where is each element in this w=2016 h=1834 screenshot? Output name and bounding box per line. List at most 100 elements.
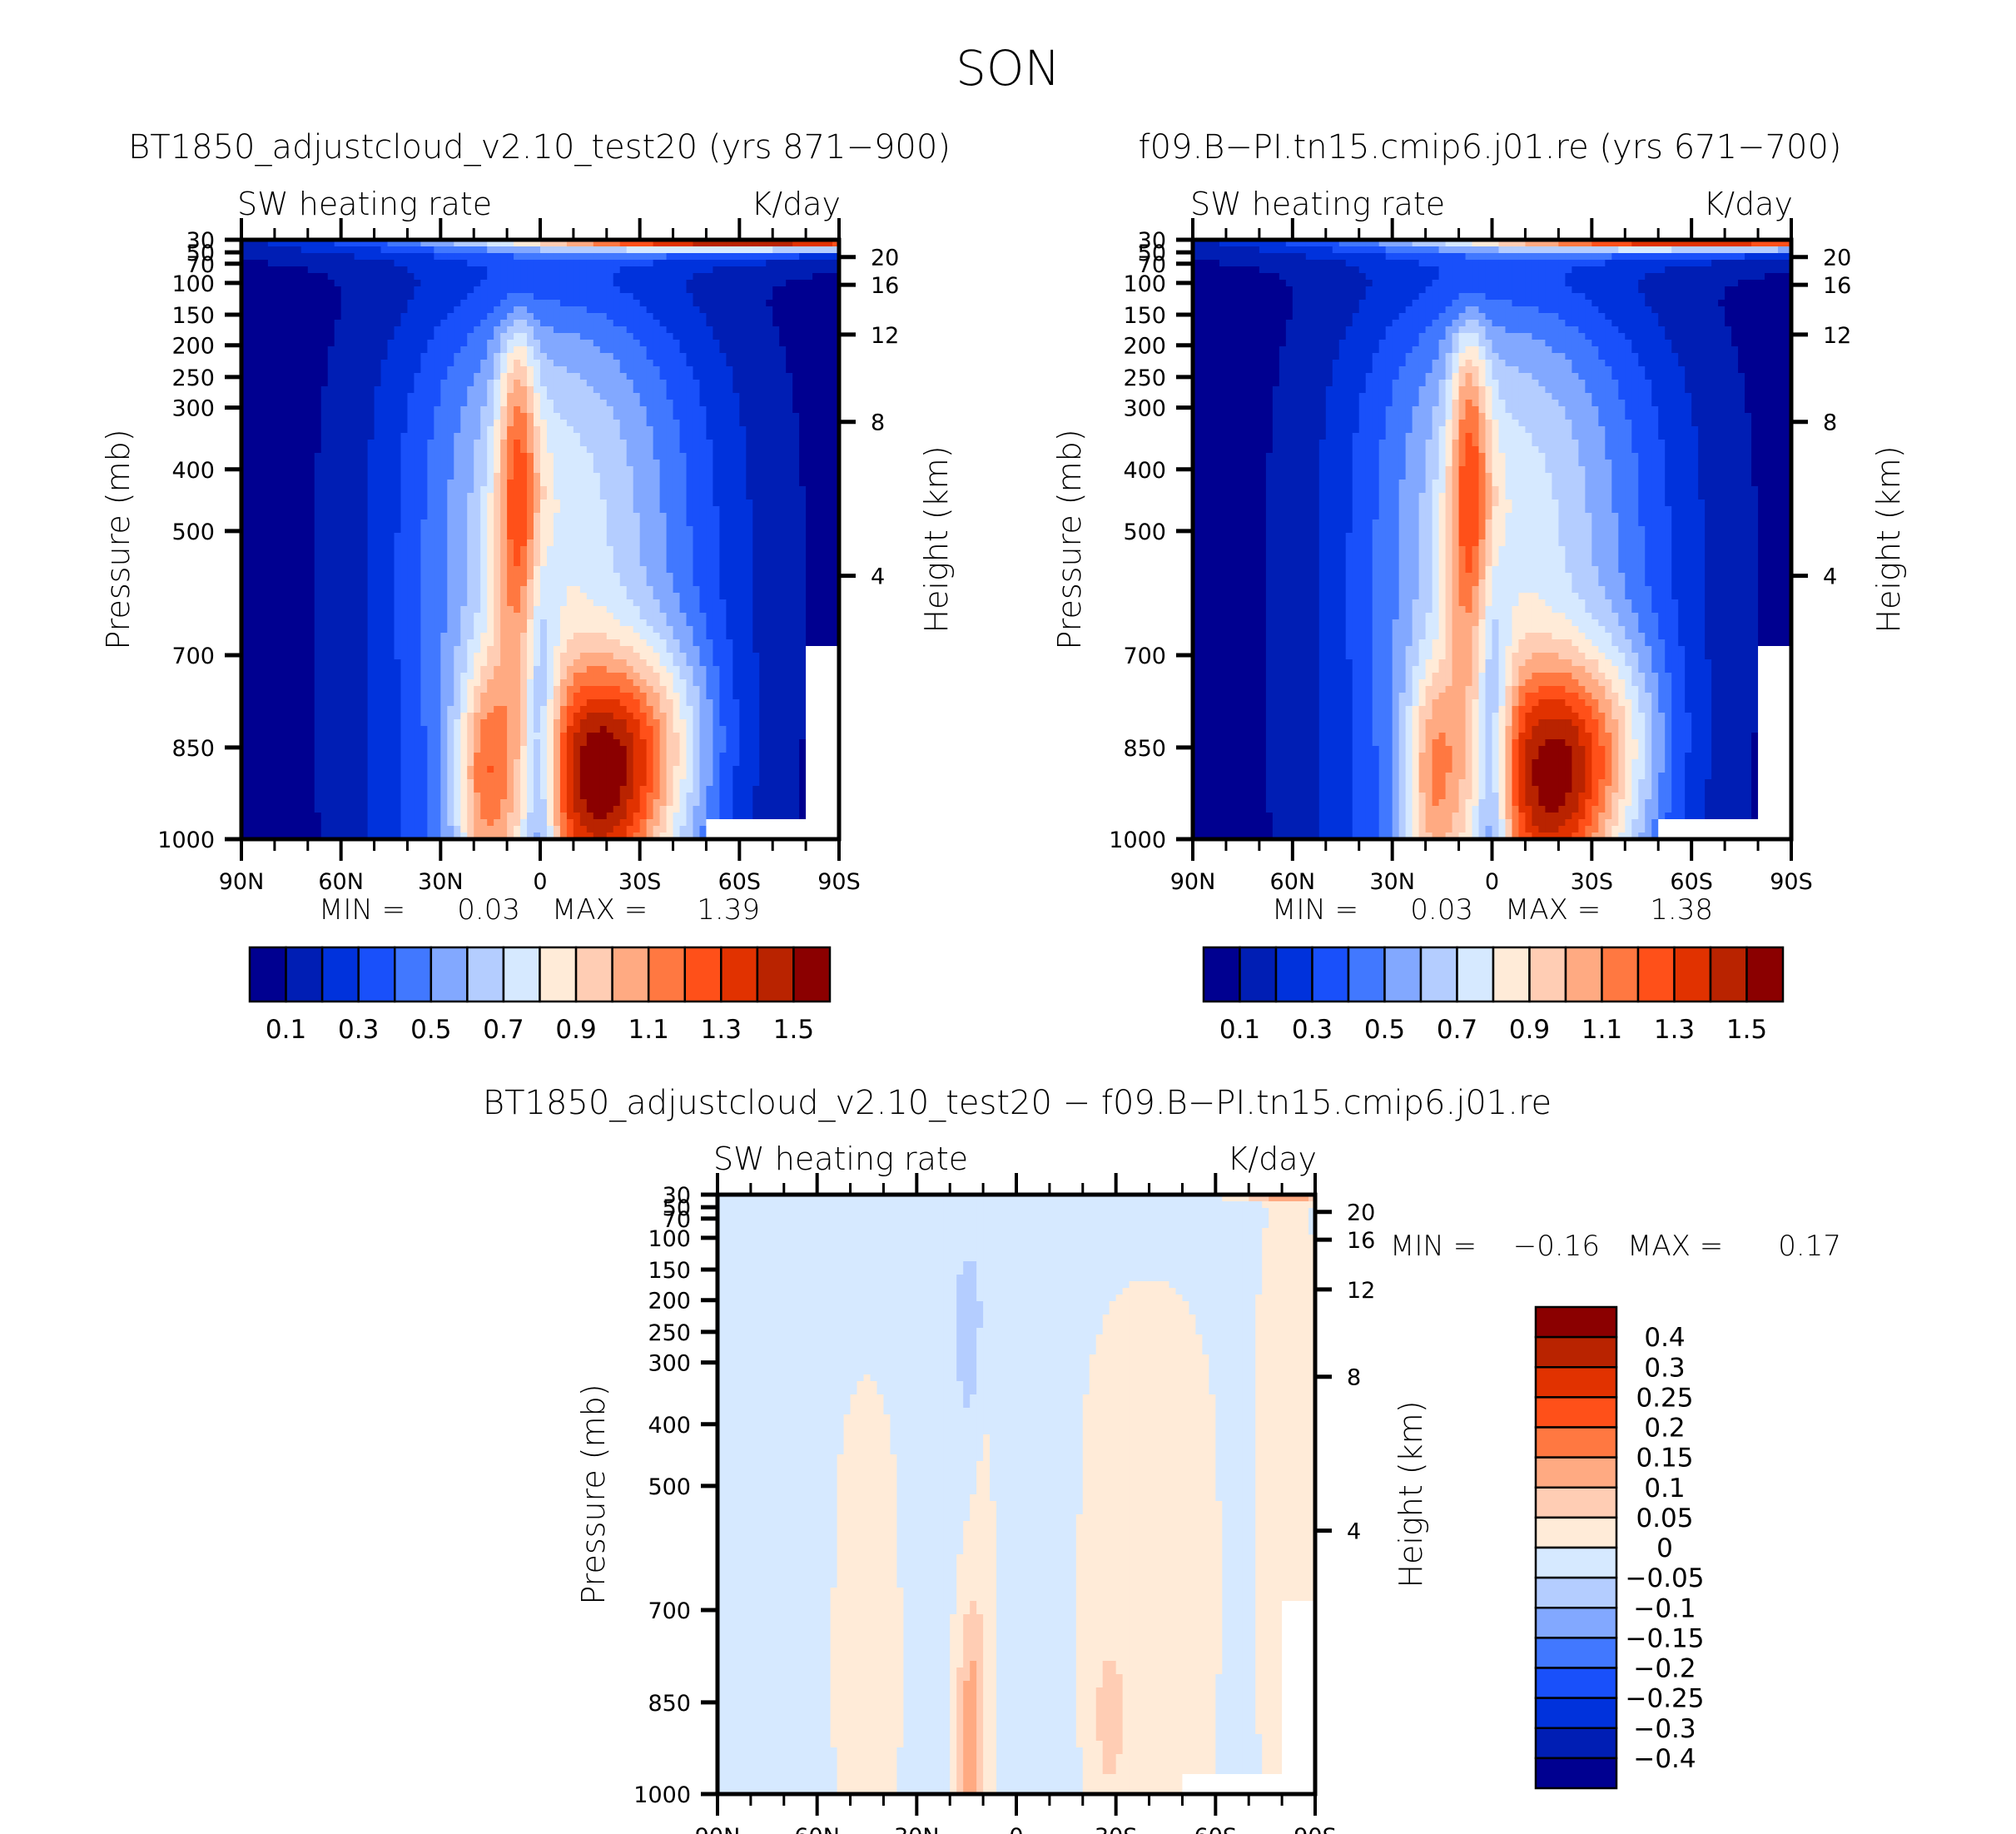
contour-cell: [680, 440, 688, 447]
contour-cell: [600, 579, 608, 587]
contour-cell: [388, 460, 395, 467]
contour-cell: [607, 386, 614, 394]
contour-cell: [527, 460, 534, 467]
contour-cell: [341, 286, 349, 294]
contour-cell: [567, 506, 574, 514]
contour-cell: [301, 306, 309, 314]
contour-cell: [341, 599, 349, 607]
contour-cell: [799, 486, 807, 494]
contour-cell: [693, 360, 700, 367]
contour-cell: [487, 426, 494, 434]
contour-cell: [732, 373, 740, 380]
contour-cell: [328, 466, 335, 474]
contour-cell: [434, 340, 441, 347]
contour-cell: [394, 553, 401, 560]
contour-cell: [427, 526, 434, 534]
contour-cell: [693, 253, 700, 261]
contour-cell: [779, 386, 787, 394]
contour-cell: [375, 360, 382, 367]
contour-cell: [799, 493, 807, 500]
contour-cell: [772, 586, 780, 594]
contour-cell: [739, 539, 747, 547]
contour-cell: [766, 260, 773, 267]
contour-cell: [394, 480, 401, 487]
contour-cell: [301, 346, 309, 354]
contour-cell: [407, 286, 415, 294]
contour-cell: [434, 393, 441, 400]
contour-cell: [440, 360, 448, 367]
contour-cell: [434, 246, 441, 254]
contour-cell: [474, 413, 481, 420]
contour-cell: [706, 333, 713, 340]
contour-cell: [434, 333, 441, 340]
contour-cell: [653, 553, 661, 560]
contour-cell: [713, 406, 720, 414]
contour-cell: [514, 433, 521, 440]
contour-cell: [407, 506, 415, 514]
contour-cell: [308, 433, 315, 440]
contour-cell: [520, 446, 528, 454]
contour-cell: [799, 440, 807, 447]
contour-cell: [826, 566, 833, 574]
contour-cell: [381, 373, 389, 380]
contour-cell: [295, 306, 302, 314]
contour-cell: [480, 480, 488, 487]
contour-cell: [328, 306, 335, 314]
contour-cell: [375, 473, 382, 480]
contour-cell: [487, 353, 494, 360]
contour-cell: [633, 400, 641, 407]
contour-cell: [434, 466, 441, 474]
contour-cell: [620, 280, 628, 287]
contour-cell: [315, 553, 322, 560]
contour-cell: [647, 393, 654, 400]
contour-cell: [547, 273, 554, 281]
contour-cell: [587, 366, 594, 374]
contour-cell: [713, 306, 720, 314]
contour-cell: [640, 533, 648, 540]
contour-cell: [607, 320, 614, 327]
contour-cell: [779, 493, 787, 500]
contour-cell: [600, 340, 608, 347]
contour-cell: [653, 366, 661, 374]
contour-cell: [268, 393, 276, 400]
contour-cell: [368, 533, 375, 540]
contour-cell: [301, 506, 309, 514]
contour-cell: [454, 480, 461, 487]
contour-cell: [500, 486, 508, 494]
contour-cell: [281, 460, 289, 467]
contour-cell: [460, 413, 468, 420]
contour-cell: [627, 440, 634, 447]
contour-cell: [540, 333, 548, 340]
contour-cell: [673, 526, 681, 534]
contour-cell: [812, 493, 820, 500]
contour-cell: [368, 453, 375, 460]
contour-cell: [739, 360, 747, 367]
contour-cell: [680, 453, 688, 460]
contour-cell: [732, 599, 740, 607]
contour-cell: [507, 293, 514, 301]
contour-cell: [487, 526, 494, 534]
contour-cell: [420, 426, 428, 434]
contour-cell: [388, 473, 395, 480]
contour-cell: [527, 260, 534, 267]
contour-cell: [792, 266, 800, 274]
contour-cell: [400, 373, 408, 380]
contour-cell: [454, 366, 461, 374]
contour-cell: [414, 406, 421, 414]
contour-cell: [514, 566, 521, 574]
contour-cell: [746, 526, 753, 534]
contour-cell: [726, 599, 733, 607]
contour-cell: [335, 326, 342, 334]
contour-cell: [288, 500, 295, 507]
contour-cell: [786, 253, 793, 261]
contour-cell: [507, 273, 514, 281]
contour-cell: [766, 420, 773, 427]
contour-cell: [713, 313, 720, 321]
contour-cell: [315, 386, 322, 394]
contour-cell: [315, 573, 322, 580]
contour-cell: [806, 313, 813, 321]
contour-cell: [772, 440, 780, 447]
contour-cell: [487, 559, 494, 567]
contour-cell: [487, 413, 494, 420]
contour-cell: [248, 460, 256, 467]
